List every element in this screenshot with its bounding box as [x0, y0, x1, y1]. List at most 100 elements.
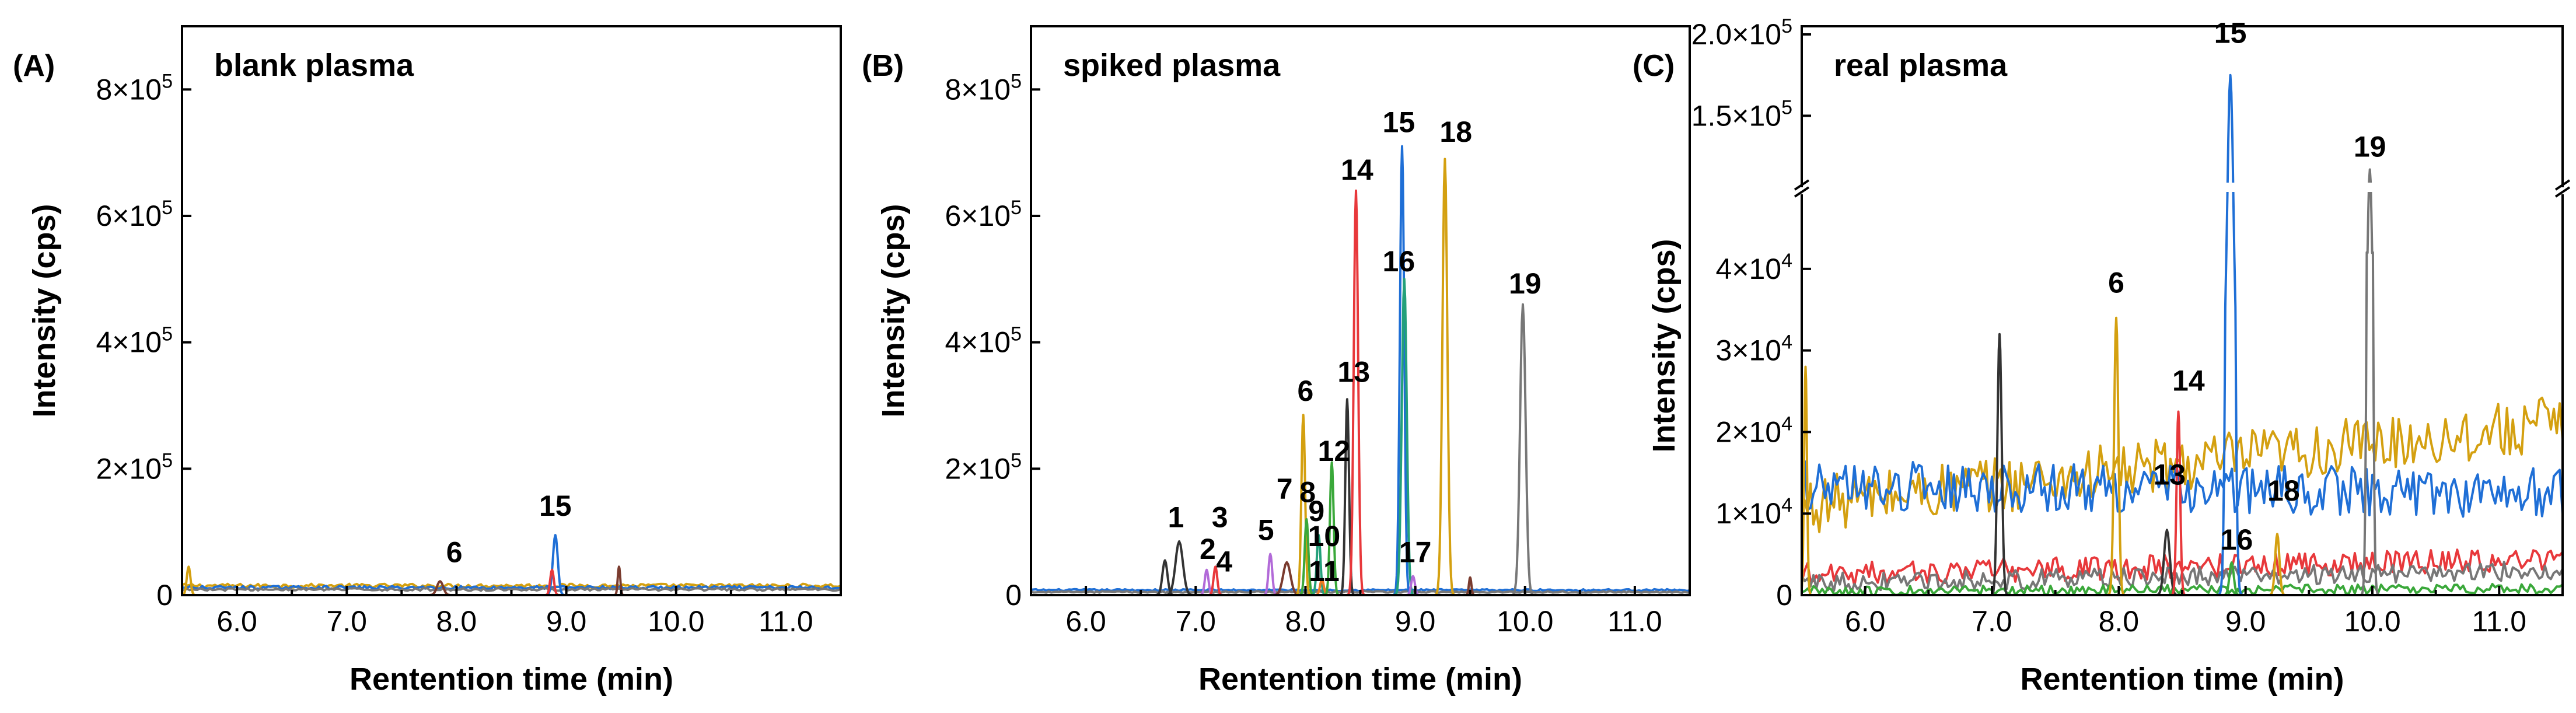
- x-axis-label: Rentention time (min): [349, 662, 673, 697]
- trace-purple-peak: [1256, 553, 1284, 595]
- trace-red-peak: [2165, 410, 2192, 595]
- peak-label: 16: [2221, 523, 2253, 556]
- x-tick-label: 11.0: [2472, 605, 2527, 638]
- y-tick-label: 1.5×105: [1691, 96, 1792, 132]
- panel-title: blank plasma: [214, 48, 414, 83]
- panel-spiked-plasma: 6.0 7.0 8.0 9.0 10.0 11.0 0 2×105 4×105 6×105 8×10…: [862, 25, 1691, 697]
- y-tick-label: 4×105: [945, 323, 1022, 359]
- trace-brown-peak: [1260, 561, 1313, 595]
- trace-green-peak: [1292, 518, 1320, 595]
- trace-teal-peak: [1305, 534, 1333, 595]
- peak-label: 15: [1383, 106, 1415, 139]
- y-tick-label: 2.0×105: [1691, 15, 1792, 51]
- trace-brown-peak: [418, 580, 462, 595]
- trace-gray-peak: [2354, 168, 2386, 595]
- trace-red-peak: [1340, 189, 1372, 595]
- x-axis-label: Rentention time (min): [2021, 662, 2344, 697]
- trace-purple-peak: [1399, 575, 1427, 595]
- axis-break-mark: [1794, 186, 1810, 198]
- peak-label: 14: [2172, 365, 2205, 397]
- peak-label: 4: [1216, 546, 1232, 578]
- x-tick-label: 8.0: [2099, 605, 2140, 638]
- trace-blue-peak: [1386, 145, 1418, 595]
- peak-label: 6: [446, 536, 463, 568]
- y-axis-label: Intensity (cps): [27, 204, 62, 417]
- y-tick-label: 8×105: [945, 70, 1022, 106]
- peak-label: 13: [1337, 356, 1370, 389]
- axis-break-mark: [2554, 186, 2571, 198]
- y-tick-label: 0: [1776, 579, 1792, 611]
- y-tick-label: 0: [156, 579, 173, 611]
- peak-label: 7: [1277, 473, 1293, 505]
- peak-label: 18: [2267, 474, 2300, 507]
- panel-letter: (C): [1633, 49, 1675, 83]
- trace-gold-peak: [1427, 158, 1463, 595]
- peak-label: 5: [1258, 513, 1274, 546]
- peak-label: 13: [2153, 458, 2186, 491]
- x-tick-label: 6.0: [1065, 605, 1106, 638]
- x-tick-label: 6.0: [216, 605, 257, 638]
- trace-blue-peak: [2210, 74, 2251, 595]
- trace-gold-peak: [2262, 533, 2293, 595]
- peak-label: 15: [2214, 16, 2247, 49]
- trace-gold-peak: [1289, 414, 1317, 595]
- x-tick-label: 6.0: [1845, 605, 1886, 638]
- peak-label: 19: [2354, 131, 2386, 163]
- peak-label: 8: [1299, 476, 1316, 508]
- y-tick-label: 6×105: [96, 197, 173, 232]
- trace-black-peak: [1984, 333, 2015, 595]
- x-tick-label: 10.0: [648, 605, 704, 638]
- panel-blank-plasma: 6.0 7.0 8.0 9.0 10.0 11.0 0 2×105 4×105 6×105 8×10…: [13, 25, 842, 697]
- y-tick-label: 2×104: [1715, 413, 1792, 448]
- x-tick-label: 7.0: [1972, 605, 2012, 638]
- y-tick-label: 2×105: [945, 449, 1022, 485]
- y-axis-label: Intensity (cps): [1647, 239, 1682, 452]
- trace-brown-peak: [609, 565, 629, 595]
- x-tick-label: 11.0: [1607, 605, 1662, 638]
- axis-break-gap: [1794, 183, 2571, 192]
- y-tick-label: 8×105: [96, 70, 173, 106]
- x-tick-label: 9.0: [1395, 605, 1436, 638]
- y-axis-label: Intensity (cps): [876, 204, 911, 417]
- y-tick-label: 1×104: [1715, 494, 1792, 530]
- trace-brown-peak: [1460, 576, 1480, 595]
- trace-gold-baseline: [1802, 396, 2563, 533]
- x-tick-label: 7.0: [1175, 605, 1216, 638]
- peak-label: 6: [2108, 267, 2124, 299]
- peak-label: 3: [1212, 501, 1228, 534]
- trace-red-peak: [538, 568, 566, 595]
- peak-label: 16: [1383, 245, 1415, 278]
- x-tick-label: 10.0: [2344, 605, 2400, 638]
- trace-purple-peak: [1193, 568, 1221, 595]
- peak-label: 6: [1298, 375, 1314, 407]
- y-tick-label: 2×105: [96, 449, 173, 485]
- peak-label: 9: [1308, 495, 1324, 527]
- trace-black-peak: [1152, 540, 1206, 595]
- trace-green-peak: [1318, 461, 1345, 595]
- x-tick-label: 11.0: [759, 605, 813, 638]
- y-tick-label: 4×104: [1715, 250, 1792, 285]
- x-tick-label: 8.0: [436, 605, 477, 638]
- plot-frame: [181, 25, 842, 596]
- trace-gold-peak: [2100, 316, 2132, 595]
- trace-gray-baseline: [182, 587, 841, 592]
- y-tick-label: 4×105: [96, 323, 173, 359]
- plot-area: [182, 534, 841, 595]
- y-tick-label: 0: [1005, 579, 1022, 611]
- panel-title: real plasma: [1834, 48, 2008, 83]
- trace-blue-peak: [537, 534, 574, 595]
- x-tick-label: 8.0: [1285, 605, 1326, 638]
- peak-label: 18: [1439, 116, 1472, 148]
- peak-label: 1: [1168, 501, 1184, 534]
- panel-title: spiked plasma: [1063, 48, 1281, 83]
- trace-orange-peak: [1308, 578, 1336, 595]
- panel-letter: (B): [862, 49, 904, 83]
- trace-gold-peak: [182, 565, 202, 595]
- trace-black-peak: [2146, 529, 2187, 595]
- trace-teal-peak: [1386, 278, 1422, 595]
- trace-green-peak: [2216, 561, 2248, 595]
- trace-blue-baseline: [182, 585, 841, 590]
- x-axis-label: Rentention time (min): [1198, 662, 1522, 697]
- plot-frame-upper: [1801, 25, 2564, 187]
